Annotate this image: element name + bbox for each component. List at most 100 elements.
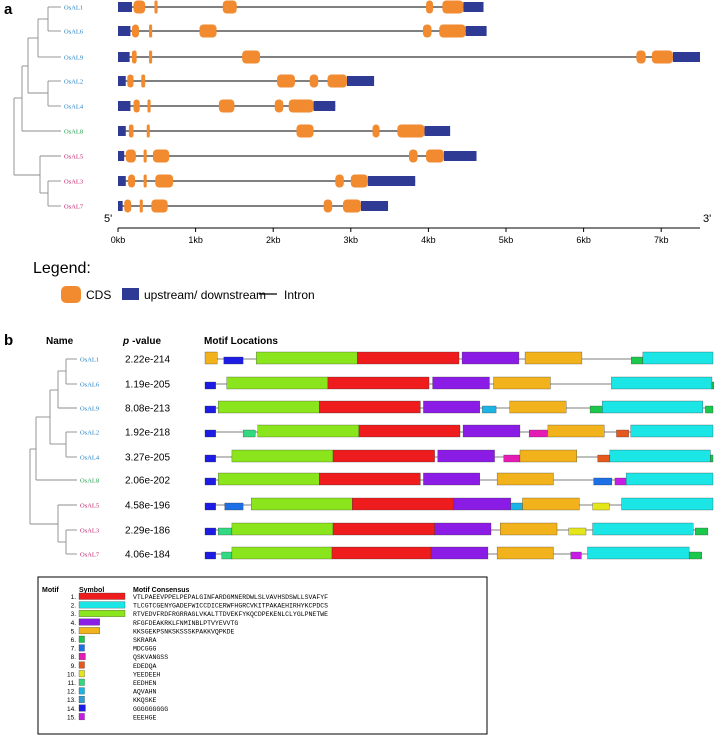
motif-table-row: 9. EDEDQA xyxy=(71,661,157,670)
motif-box-4 xyxy=(437,449,495,463)
header-pvalue: p -value xyxy=(122,336,161,347)
motif-row-label: OsAL7 xyxy=(80,552,100,559)
motif-box-5 xyxy=(519,449,578,463)
motif-box-9 xyxy=(616,429,629,438)
motif-table: Motif Symbol Motif Consensus 1. VTLPAEEVP… xyxy=(37,576,488,735)
motif-box-5 xyxy=(547,424,605,438)
motif-box-5 xyxy=(496,472,554,486)
motif-box-14 xyxy=(204,454,216,463)
motif-symbol-swatch xyxy=(78,653,86,660)
cds-exon xyxy=(409,149,418,163)
cds-exon xyxy=(133,0,146,14)
pvalue-label: 8.08e-213 xyxy=(125,404,170,415)
motif-box-5 xyxy=(509,400,567,414)
utr-block xyxy=(424,126,451,136)
motif-symbol-swatch xyxy=(78,678,85,686)
legend-cds-swatch xyxy=(61,286,81,303)
motif-number: 12. xyxy=(67,689,76,696)
motif-consensus: EEDHEN xyxy=(133,680,157,687)
cds-exon xyxy=(426,149,444,163)
cds-exon xyxy=(439,24,466,38)
motif-consensus: RTVEDVFRDFRGRRAGLVKALTTDVEKFYKQCDPEKENLC… xyxy=(133,611,328,618)
gene-row: OsAL2 xyxy=(64,74,375,88)
motif-consensus: AQVAHN xyxy=(133,689,157,696)
motif-number: 11. xyxy=(67,680,76,687)
motif-symbol-swatch xyxy=(78,601,126,609)
motif-box-11 xyxy=(242,429,256,438)
motif-box-4 xyxy=(432,376,490,390)
three-prime-label: 3' xyxy=(703,213,711,225)
motif-box-1 xyxy=(331,546,432,560)
motif-box-11 xyxy=(221,551,233,560)
motif-consensus: KKSGEKPSNKSKSSSKPAKKVQPKDE xyxy=(133,628,235,635)
motif-symbol-swatch xyxy=(78,687,85,695)
motif-table-row: 7. MDCGGG xyxy=(71,644,157,653)
pvalue-label: 1.19e-205 xyxy=(125,380,170,391)
cds-exon xyxy=(131,24,139,38)
cds-exon xyxy=(274,99,284,113)
motif-box-10 xyxy=(568,527,587,536)
pvalue-label: 3.27e-205 xyxy=(125,453,170,464)
pvalue-label: 2.06e-202 xyxy=(125,476,170,487)
motif-table-row: 4. RFGFDEAKRKLFNMINBLPTVYEVVTG xyxy=(71,618,238,627)
motif-consensus: YEEDEEH xyxy=(133,671,160,678)
panel-b-tag: b xyxy=(4,332,13,349)
motif-table-row: 11. EEDHEN xyxy=(67,678,157,687)
motif-box-1 xyxy=(319,400,421,414)
motif-number: 6. xyxy=(71,637,77,644)
motif-box-7 xyxy=(224,502,244,511)
axis-tick-label: 5kb xyxy=(499,235,514,245)
cds-exon xyxy=(323,199,333,213)
motif-box-4 xyxy=(453,497,511,511)
motif-box-7 xyxy=(593,477,613,486)
motif-box-5 xyxy=(493,376,551,390)
table-header-symbol: Symbol xyxy=(79,587,104,594)
motif-box-10 xyxy=(592,502,610,511)
motif-box-12 xyxy=(510,502,523,511)
legend-utr-label: upstream/ downstream xyxy=(144,288,266,302)
motif-row: OsAL9 8.08e-213 xyxy=(80,400,714,415)
motif-symbol-swatch xyxy=(78,635,85,643)
gene-label: OsAL5 xyxy=(64,154,83,161)
motif-symbol-swatch xyxy=(78,661,85,669)
motif-box-8 xyxy=(503,454,521,463)
legend-utr-swatch xyxy=(122,288,139,300)
cds-exon xyxy=(218,99,235,113)
utr-block xyxy=(118,26,131,36)
cds-exon xyxy=(125,149,136,163)
motif-box-6 xyxy=(705,405,714,414)
motif-box-1 xyxy=(352,497,455,511)
motif-box-2 xyxy=(630,424,714,438)
motif-table-row: 12. AQVAHN xyxy=(67,687,157,696)
cds-exon xyxy=(343,199,361,213)
motif-table-row: 8. QSKVANGSS xyxy=(71,653,168,661)
motif-row-label: OsAL2 xyxy=(80,430,99,437)
legend-cds-label: CDS xyxy=(86,288,111,302)
gene-row: OsAL1 xyxy=(64,0,484,14)
motif-box-4 xyxy=(423,400,480,414)
cds-exon xyxy=(372,124,380,138)
axis-tick-label: 7kb xyxy=(654,235,669,245)
motif-box-2 xyxy=(602,400,703,414)
gene-row: OsAL4 xyxy=(64,99,336,113)
gene-label: OsAL8 xyxy=(64,129,83,136)
panel-a-tag: a xyxy=(4,1,13,18)
motif-box-3 xyxy=(226,376,329,390)
cds-exon xyxy=(422,24,432,38)
motif-box-1 xyxy=(327,376,430,390)
cds-exon xyxy=(651,50,673,64)
utr-block xyxy=(463,2,484,12)
gene-label: OsAL9 xyxy=(64,55,83,62)
cds-exon xyxy=(133,99,140,113)
cds-exon xyxy=(397,124,425,138)
cds-exon xyxy=(277,74,295,88)
motif-box-2 xyxy=(587,546,690,560)
motif-row-label: OsAL9 xyxy=(80,406,99,413)
motif-consensus: MDCGGG xyxy=(133,646,157,653)
motif-table-row: 6. SKRARA xyxy=(71,635,157,644)
motif-symbol-swatch xyxy=(78,704,86,712)
cds-exon xyxy=(124,199,132,213)
motif-box-14 xyxy=(204,405,216,414)
motif-box-6 xyxy=(589,405,603,414)
panel-b-motif-analysis: b Name p -value Motif Locations OsAL1 2.22… xyxy=(4,332,714,561)
